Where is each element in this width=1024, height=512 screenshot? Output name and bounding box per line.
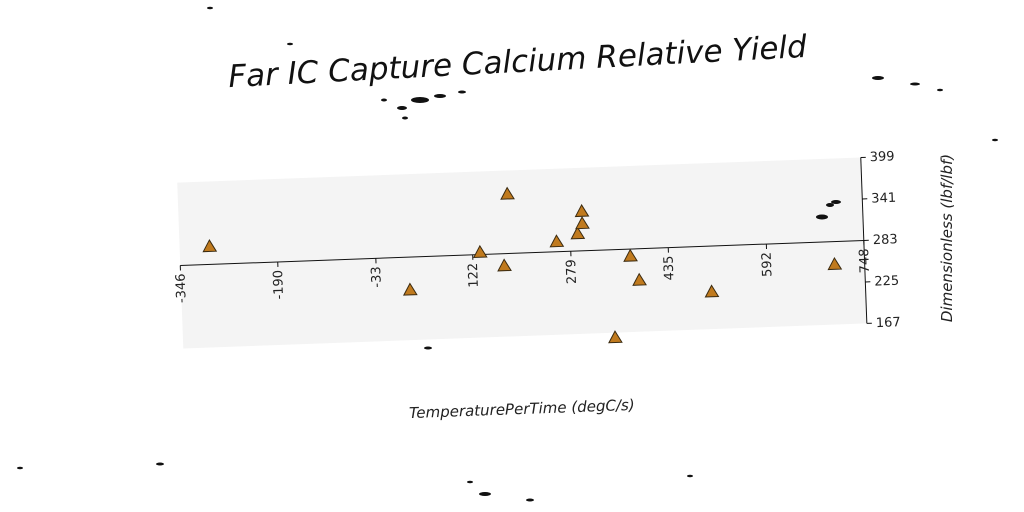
- noise-speck: [826, 203, 834, 207]
- data-point: [632, 272, 647, 286]
- noise-speck: [381, 98, 387, 102]
- y-tick-label: 283: [873, 232, 898, 248]
- data-point: [549, 234, 565, 248]
- y-axis-label: Dimensionless (lbf/lbf): [938, 154, 956, 322]
- chart-title: Far IC Capture Calcium Relative Yield: [227, 29, 808, 95]
- noise-speck: [411, 97, 429, 103]
- noise-speck: [467, 480, 473, 484]
- data-point: [623, 248, 638, 262]
- plot-area: -346 -190 -33 122 279 435 592 748 167 225 283 341 3…: [174, 149, 901, 349]
- noise-speck: [207, 6, 213, 10]
- data-point: [202, 239, 218, 253]
- data-points: [202, 186, 843, 344]
- noise-speck: [479, 492, 491, 496]
- data-point: [497, 258, 512, 272]
- noise-speck: [831, 200, 841, 204]
- noise-specks: [17, 6, 998, 502]
- noise-speck: [910, 82, 920, 86]
- noise-speck: [816, 214, 828, 220]
- y-ticks: 167 225 283 341 399: [860, 149, 901, 331]
- x-ticks: -346 -190 -33 122 279 435 592 748: [174, 240, 873, 303]
- data-point: [472, 244, 488, 259]
- noise-speck: [402, 116, 408, 120]
- noise-speck: [992, 138, 998, 142]
- x-axis-line: [180, 239, 864, 267]
- noise-speck: [287, 42, 293, 46]
- x-tick-label: 435: [662, 255, 678, 280]
- data-point: [570, 226, 586, 240]
- noise-speck: [434, 94, 446, 98]
- x-tick-label: -190: [271, 270, 287, 300]
- y-tick-label: 167: [876, 315, 901, 331]
- x-tick-label: 748: [857, 248, 873, 273]
- noise-speck: [17, 466, 23, 470]
- data-point: [500, 186, 515, 200]
- x-tick-label: 592: [760, 252, 776, 277]
- noise-speck: [458, 90, 466, 94]
- noise-speck: [156, 462, 164, 466]
- data-point: [704, 284, 720, 298]
- y-tick-label: 225: [874, 274, 899, 290]
- noise-speck: [397, 106, 407, 110]
- data-point: [608, 330, 623, 344]
- data-point: [575, 216, 590, 230]
- x-tick-label: 122: [466, 263, 482, 288]
- x-tick-label: 279: [564, 259, 580, 284]
- noise-speck: [937, 88, 943, 92]
- y-tick-label: 399: [870, 149, 895, 165]
- noise-speck: [687, 474, 693, 478]
- noise-speck: [526, 498, 534, 502]
- x-axis-label: TemperaturePerTime (degC/s): [409, 396, 635, 422]
- data-point: [827, 256, 843, 271]
- data-point: [402, 282, 418, 296]
- noise-speck: [872, 76, 884, 80]
- x-tick-label: -346: [174, 273, 190, 303]
- y-tick-label: 341: [871, 191, 896, 207]
- x-tick-label: -33: [369, 266, 385, 288]
- noise-speck: [424, 346, 432, 350]
